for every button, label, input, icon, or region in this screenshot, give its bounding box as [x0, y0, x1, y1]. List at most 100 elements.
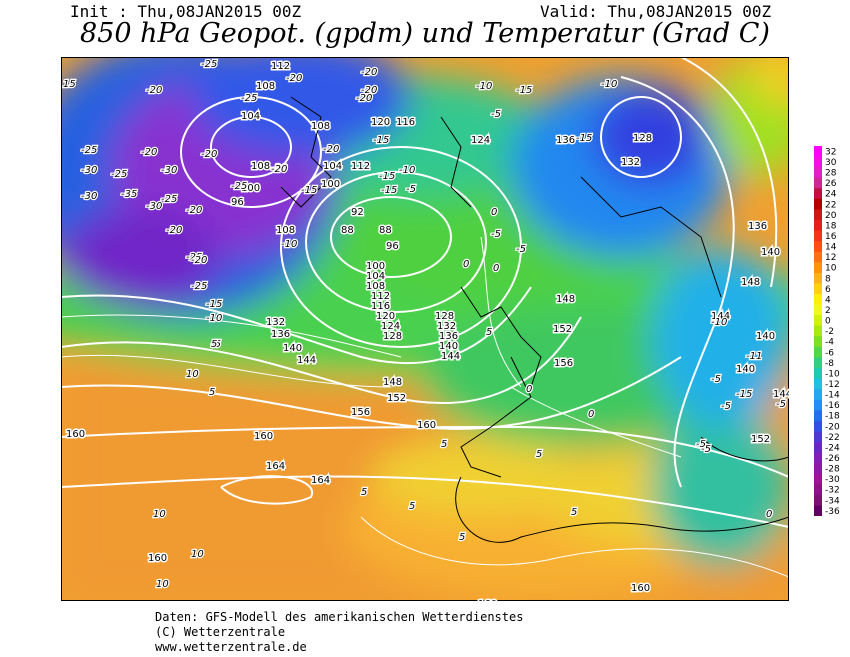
legend-label: -16 — [825, 401, 840, 411]
geopotential-label: 104 — [366, 271, 385, 282]
temperature-label: -30 — [81, 165, 97, 176]
temperature-label: 5 — [536, 449, 542, 460]
temperature-label: -5 — [701, 444, 711, 455]
init-time: Init : Thu,08JAN2015 00Z — [70, 2, 302, 21]
legend-swatch — [814, 146, 822, 158]
temperature-label: -20 — [146, 85, 162, 96]
temperature-label: -15 — [206, 299, 222, 310]
geopotential-label: 120 — [371, 117, 390, 128]
geopotential-label: 104 — [241, 111, 260, 122]
geopotential-label: 108 — [276, 225, 295, 236]
temperature-label: 0 — [526, 384, 532, 395]
temperature-label: 0 — [493, 263, 499, 274]
legend-label: 20 — [825, 211, 837, 221]
legend-swatch — [814, 463, 822, 475]
legend-swatch — [814, 241, 822, 253]
geopotential-label: 116 — [396, 117, 415, 128]
temperature-label: -5 — [776, 399, 786, 410]
legend-swatch — [814, 230, 822, 242]
geopotential-contours — [61, 57, 789, 528]
geopotential-label: 140 — [756, 331, 775, 342]
geopotential-label: 136 — [748, 221, 767, 232]
valid-time: Valid: Thu,08JAN2015 00Z — [540, 2, 772, 21]
temperature-label: -20 — [271, 163, 287, 174]
temperature-label: -20 — [141, 147, 157, 158]
temperature-label: -25 — [81, 145, 97, 156]
geopotential-label: 100 — [241, 183, 260, 194]
temperature-label: -20 — [286, 73, 302, 84]
temperature-label: -10 — [601, 79, 617, 90]
geopotential-label: 144 — [297, 355, 316, 366]
geopotential-label: 156 — [554, 358, 573, 369]
geopotential-label: 108 — [311, 121, 330, 132]
temperature-label: 0 — [463, 259, 469, 270]
legend-label: -18 — [825, 412, 840, 422]
geopotential-label: 112 — [351, 161, 370, 172]
temperature-label: 5 — [209, 387, 215, 398]
legend-swatch — [814, 473, 822, 485]
temperature-label: 0 — [766, 509, 772, 520]
temperature-label: -5 — [406, 184, 416, 195]
temperature-label: -10 — [281, 239, 297, 250]
temperature-label: -15 — [516, 85, 532, 96]
temperature-label: -20 — [361, 67, 377, 78]
geopotential-label: 148 — [556, 294, 575, 305]
geopotential-label: 160 — [254, 431, 273, 442]
temperature-label: -25 — [161, 194, 177, 205]
temperature-label: 5 — [441, 439, 447, 450]
temperature-label: -25 — [191, 281, 207, 292]
legend-label: 24 — [825, 190, 837, 200]
geopotential-label: 108 — [256, 81, 275, 92]
temperature-label: -20 — [166, 225, 182, 236]
geopotential-label: 148 — [383, 377, 402, 388]
temperature-label: -30 — [146, 201, 162, 212]
temperature-label: 10 — [156, 579, 169, 590]
temperature-label: 15 — [63, 79, 76, 90]
legend-label: 18 — [825, 221, 837, 231]
geopotential-label: 160 — [66, 429, 85, 440]
legend-swatch — [814, 410, 822, 422]
geopotential-label: 144 — [441, 351, 460, 362]
legend-swatch — [814, 167, 822, 179]
legend-label: 10 — [825, 264, 837, 274]
temperature-label: -20 — [186, 205, 202, 216]
legend-label: -24 — [825, 443, 840, 453]
legend-swatch — [814, 346, 822, 358]
map-title: 850 hPa Geopot. (gpdm) und Temperatur (G… — [80, 18, 770, 49]
legend-label: -22 — [825, 433, 840, 443]
geopotential-label: 156 — [351, 407, 370, 418]
coastlines — [280, 96, 789, 543]
temperature-label: -15 — [379, 171, 395, 182]
geopotential-label: 164 — [311, 475, 330, 486]
geopotential-label: 116 — [371, 301, 390, 312]
legend-swatch — [814, 198, 822, 210]
legend-swatch — [814, 177, 822, 189]
temperature-label: -15 — [373, 135, 389, 146]
temperature-label: -15 — [576, 133, 592, 144]
legend-swatch — [814, 420, 822, 432]
legend-label: 14 — [825, 243, 837, 253]
temperature-label: 5 — [361, 487, 367, 498]
copyright: (C) Wetterzentrale — [155, 625, 286, 639]
temperature-label: -25 — [111, 169, 127, 180]
legend-swatch — [814, 262, 822, 274]
geopotential-label: 132 — [266, 317, 285, 328]
legend-swatch — [814, 442, 822, 454]
legend-label: 2 — [825, 306, 831, 316]
geopotential-label: 148 — [741, 277, 760, 288]
temperature-label: -20 — [361, 85, 377, 96]
temperature-labels: -25 -20 -20 -20 -25 -20 -20 -15 -10 -15 -15 -10 -5 -2… — [62, 58, 787, 592]
geopotential-label: 132 — [437, 321, 456, 332]
temperature-label: 10 — [191, 549, 204, 560]
legend-label: -10 — [825, 369, 840, 379]
geopotential-label: 108 — [251, 161, 270, 172]
temperature-label: -5 — [696, 439, 706, 450]
legend-swatch — [814, 315, 822, 327]
legend-swatch — [814, 357, 822, 369]
geopotential-label: 124 — [381, 321, 400, 332]
temperature-label: 10 — [153, 509, 166, 520]
legend-label: 30 — [825, 158, 837, 168]
legend-swatch — [814, 209, 822, 221]
geopotential-label: 96 — [231, 197, 244, 208]
